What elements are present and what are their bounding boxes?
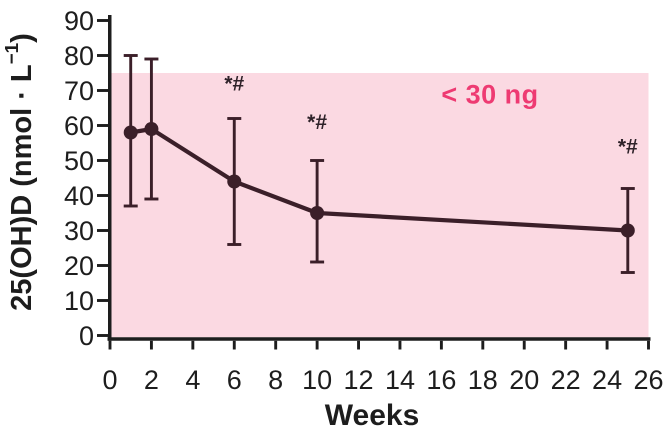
y-tick-label-70: 70 [64,76,94,106]
y-tick-label-80: 80 [64,41,94,71]
x-tick-label-8: 8 [268,365,283,395]
x-tick-label-26: 26 [633,365,663,395]
significance-marker-week-25: *# [618,136,638,159]
x-tick-label-16: 16 [426,365,456,395]
y-tick-label-90: 90 [64,6,94,36]
data-point-week-6 [227,174,242,189]
significance-marker-week-10: *# [307,111,327,134]
y-axis-title: 25(OH)D (nmol · L−1) [1,33,39,311]
y-tick-label-0: 0 [79,321,94,351]
data-point-week-25 [620,223,635,238]
y-axis-title-text: 25(OH)D (nmol · L [5,64,38,311]
x-tick-label-12: 12 [344,365,374,395]
data-point-week-1 [123,125,138,140]
x-tick-label-4: 4 [185,365,200,395]
data-point-week-2 [144,122,159,136]
y-tick-label-40: 40 [64,181,94,211]
x-axis-title: Weeks [324,399,420,432]
y-tick-label-10: 10 [64,286,94,316]
x-tick-label-2: 2 [144,365,159,395]
y-axis-title-superscript: −1 [1,42,23,65]
y-tick-label-50: 50 [64,146,94,176]
x-tick-label-18: 18 [468,365,498,395]
x-tick-label-14: 14 [385,365,415,395]
band-threshold-label: < 30 ng [441,79,539,110]
y-tick-label-20: 20 [64,251,94,281]
y-axis-title-close-paren: ) [5,33,38,43]
x-tick-label-24: 24 [592,365,622,395]
x-tick-label-6: 6 [227,365,242,395]
data-point-week-10 [310,206,325,220]
y-tick-label-60: 60 [64,111,94,141]
significance-marker-week-6: *# [224,73,244,96]
x-tick-label-20: 20 [509,365,539,395]
y-tick-label-30: 30 [64,216,94,246]
x-tick-label-0: 0 [102,365,117,395]
x-tick-label-10: 10 [302,365,332,395]
x-tick-label-22: 22 [551,365,581,395]
deficiency-band [111,73,649,338]
